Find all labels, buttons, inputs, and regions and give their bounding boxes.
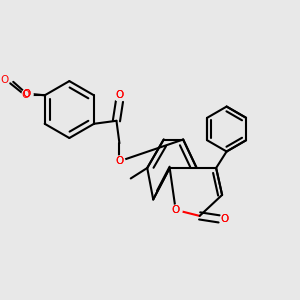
Text: O: O [172,205,180,215]
Text: O: O [115,156,124,166]
Text: O: O [22,89,31,99]
Text: O: O [115,90,124,100]
Text: O: O [220,214,229,224]
Text: O: O [0,75,8,85]
Text: O: O [21,90,29,100]
Text: O: O [115,90,124,100]
Text: O: O [22,89,31,99]
Text: O: O [172,205,180,215]
Text: O: O [220,214,229,224]
Text: O: O [115,156,124,166]
